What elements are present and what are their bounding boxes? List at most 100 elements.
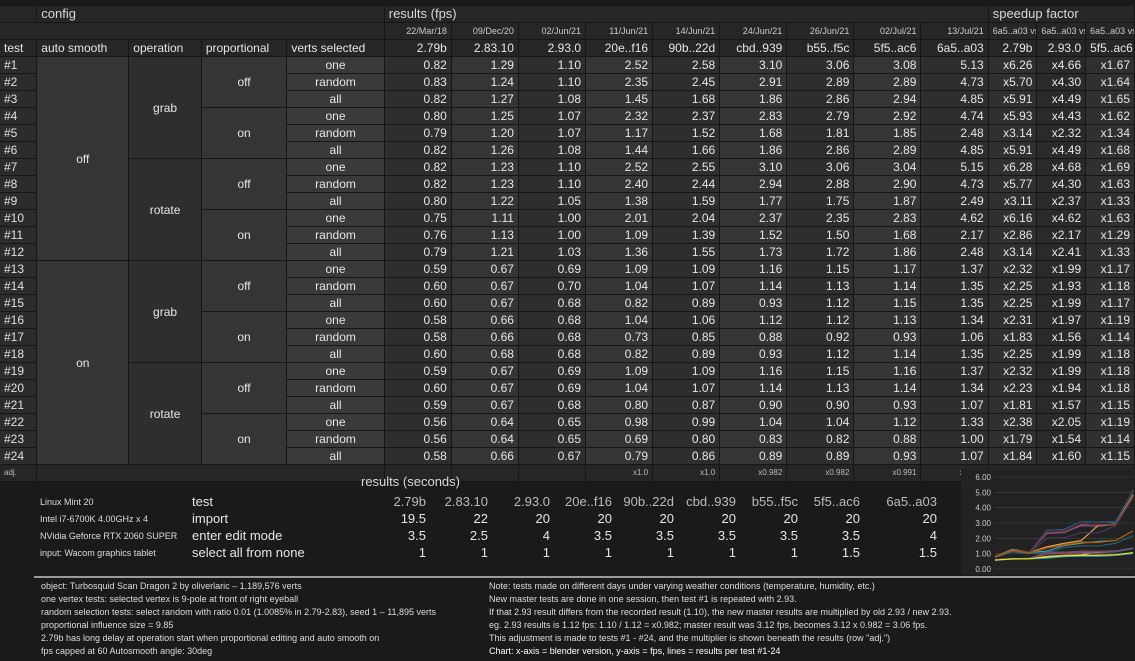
fps-value: 0.67 xyxy=(451,260,519,278)
adj-value xyxy=(451,464,519,482)
seconds-value: 2.79b xyxy=(393,494,426,509)
speedup-value: x1.83 xyxy=(988,328,1038,346)
header-operation: operation xyxy=(128,39,202,57)
test-id: #23 xyxy=(0,430,38,448)
fps-value: 1.34 xyxy=(920,379,989,397)
header-auto-smooth: auto smooth xyxy=(36,39,130,57)
fps-value: 0.59 xyxy=(384,362,452,380)
fps-value: 1.29 xyxy=(451,56,519,74)
fps-value: 1.04 xyxy=(585,379,654,397)
fps-value: 2.94 xyxy=(853,90,922,108)
header-version: 6a5..a03 xyxy=(920,39,989,57)
speedup-value: x4.62 xyxy=(1036,209,1087,227)
fps-value: 1.07 xyxy=(652,379,721,397)
fps-value: 2.40 xyxy=(585,175,654,193)
seconds-value: 20 xyxy=(721,511,736,526)
seconds-value: 90b..22d xyxy=(623,494,674,509)
fps-value: 1.33 xyxy=(920,413,989,431)
fps-value: 2.44 xyxy=(652,175,721,193)
speedup-value: x4.49 xyxy=(1036,90,1087,108)
speedup-value: x1.29 xyxy=(1085,226,1135,244)
fps-value: 1.52 xyxy=(719,226,788,244)
seconds-value: 20 xyxy=(535,511,550,526)
fps-value: 0.79 xyxy=(384,243,452,261)
header-proportional: proportional xyxy=(201,39,288,57)
fps-value: 1.55 xyxy=(652,243,721,261)
test-id: #16 xyxy=(0,311,38,329)
fps-value: 1.07 xyxy=(652,277,721,295)
fps-value: 0.68 xyxy=(518,396,587,414)
fps-value: 0.60 xyxy=(384,379,452,397)
fps-value: 1.13 xyxy=(853,311,922,329)
speedup-value: x5.77 xyxy=(988,175,1038,193)
fps-value: 0.82 xyxy=(384,158,452,176)
speedup-value: x1.63 xyxy=(1085,209,1135,227)
fps-value: 0.89 xyxy=(652,345,721,363)
fps-value: 1.23 xyxy=(451,158,519,176)
fps-value: 0.93 xyxy=(719,345,788,363)
fps-value: 0.68 xyxy=(518,311,587,329)
fps-value: 1.24 xyxy=(451,73,519,91)
header-date: 14/Jun/21 xyxy=(652,22,721,40)
speedup-value: x1.57 xyxy=(1036,396,1087,414)
seconds-value: 3.5 xyxy=(841,528,860,543)
seconds-row-label: select all from none xyxy=(192,545,305,560)
seconds-value: 20 xyxy=(922,511,937,526)
proportional-value: on xyxy=(201,209,288,261)
auto-smooth-value: off xyxy=(36,56,130,261)
speedup-value: x1.33 xyxy=(1085,243,1135,261)
speedup-value: x5.93 xyxy=(988,107,1038,125)
header-speedup-ref: 6a5..a03 vs xyxy=(1085,22,1135,40)
fps-value: 0.65 xyxy=(518,413,587,431)
speedup-value: x2.41 xyxy=(1036,243,1087,261)
seconds-row: enter edit mode 3.5 2.5 4 3.5 3.5 3.5 3.5 3.5 4 xyxy=(0,527,960,544)
header-config: config xyxy=(36,6,385,23)
proportional-value: on xyxy=(201,311,288,363)
chart-series-line xyxy=(994,494,1134,557)
proportional-value: off xyxy=(201,56,288,108)
proportional-value: off xyxy=(201,158,288,210)
fps-value: 2.86 xyxy=(786,141,855,159)
speedup-value: x1.65 xyxy=(1085,90,1135,108)
blank-cell xyxy=(0,6,38,23)
table-row: #6 all 0.82 1.26 1.08 1.44 1.66 1.86 2.86 2.89 4.8… xyxy=(0,141,1135,159)
speedup-value: x2.05 xyxy=(1036,413,1087,431)
fps-value: 0.79 xyxy=(585,447,654,465)
divider xyxy=(34,576,1135,578)
fps-value: 2.83 xyxy=(853,209,922,227)
speedup-value: x1.69 xyxy=(1085,158,1135,176)
verts-selected: one xyxy=(286,311,385,329)
fps-value: 0.82 xyxy=(384,90,452,108)
fps-value: 2.32 xyxy=(585,107,654,125)
test-id: #13 xyxy=(0,260,38,278)
fps-value: 0.60 xyxy=(384,294,452,312)
fps-value: 2.45 xyxy=(652,73,721,91)
fps-value: 0.80 xyxy=(652,430,721,448)
speedup-value: x2.25 xyxy=(988,294,1038,312)
seconds-value: 4 xyxy=(542,528,550,543)
speedup-value: x1.14 xyxy=(1085,430,1135,448)
fps-value: 1.22 xyxy=(451,192,519,210)
verts-selected: one xyxy=(286,260,385,278)
fps-value: 1.00 xyxy=(920,430,989,448)
note-line: This adjustment is made to tests #1 - #2… xyxy=(489,633,891,643)
seconds-value: 3.5 xyxy=(717,528,736,543)
blank-cell xyxy=(0,22,385,40)
fps-value: 0.67 xyxy=(518,447,587,465)
speedup-value: x1.19 xyxy=(1085,311,1135,329)
fps-value: 1.12 xyxy=(786,345,855,363)
fps-value: 0.68 xyxy=(518,345,587,363)
header-verts-selected: verts selected xyxy=(286,39,385,57)
verts-selected: one xyxy=(286,158,385,176)
seconds-title: results (seconds) xyxy=(361,474,460,489)
test-id: #10 xyxy=(0,209,38,227)
seconds-value: 1 xyxy=(666,545,674,560)
test-id: #8 xyxy=(0,175,38,193)
speedup-value: x1.33 xyxy=(1085,192,1135,210)
fps-value: 0.86 xyxy=(652,447,721,465)
fps-value: 2.89 xyxy=(786,73,855,91)
speedup-value: x2.31 xyxy=(988,311,1038,329)
speedup-value: x1.99 xyxy=(1036,294,1087,312)
fps-value: 1.14 xyxy=(853,277,922,295)
header-date: 13/Jul/21 xyxy=(920,22,989,40)
